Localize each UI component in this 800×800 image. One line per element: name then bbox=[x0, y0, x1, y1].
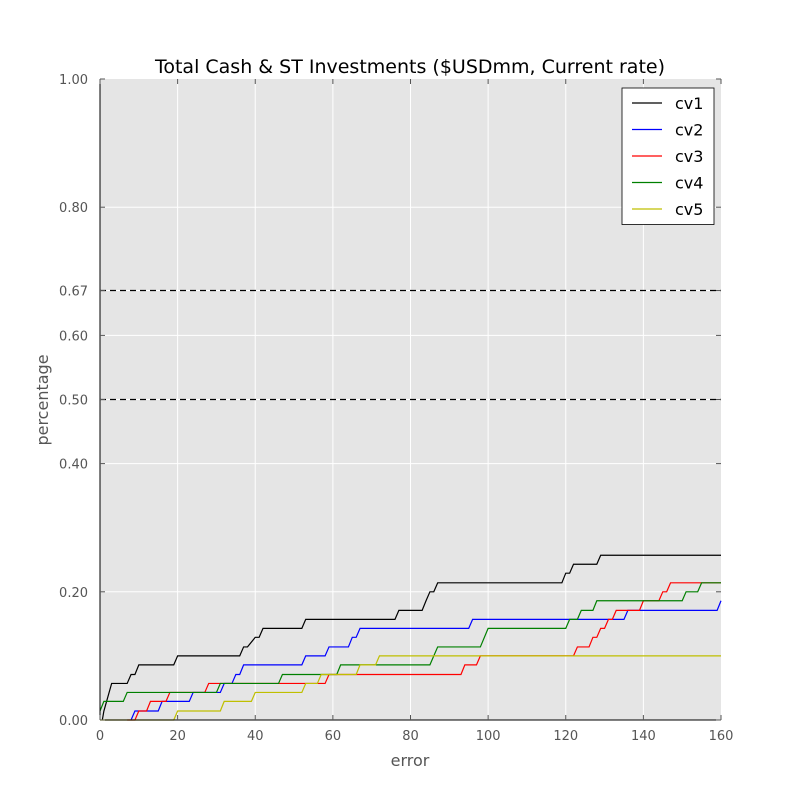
x-tick-label: 0 bbox=[96, 729, 104, 744]
x-tick-label: 40 bbox=[247, 729, 264, 744]
x-tick-label: 80 bbox=[402, 729, 419, 744]
series-line-cv5 bbox=[100, 655, 721, 721]
x-tick-label: 20 bbox=[169, 729, 186, 744]
y-tick-label: 0.60 bbox=[59, 329, 88, 344]
reference-lines bbox=[100, 289, 721, 401]
y-axis-ticks: 0.00 0.20 0.40 0.50 0.60 0.67 0.80 1.00 bbox=[59, 73, 721, 729]
y-tick-label: 0.50 bbox=[59, 394, 88, 409]
legend-label-cv2: cv2 bbox=[675, 121, 703, 140]
x-axis-label: error bbox=[391, 751, 430, 770]
x-tick-label: 120 bbox=[553, 729, 578, 744]
chart-title: Total Cash & ST Investments ($USDmm, Cur… bbox=[154, 56, 665, 78]
series-lines bbox=[99, 554, 722, 721]
series-line-cv4 bbox=[99, 582, 721, 712]
x-tick-label: 100 bbox=[476, 729, 501, 744]
x-tick-label: 60 bbox=[325, 729, 342, 744]
legend-label-cv1: cv1 bbox=[675, 94, 703, 113]
y-tick-label: 0.40 bbox=[59, 458, 88, 473]
legend-label-cv4: cv4 bbox=[675, 174, 703, 193]
y-axis-label: percentage bbox=[33, 354, 52, 445]
x-tick-label: 160 bbox=[709, 729, 734, 744]
legend: cv1 cv2 cv3 cv4 cv5 bbox=[621, 87, 715, 225]
series-line-cv3 bbox=[127, 582, 721, 721]
x-axis-ticks: 0 20 40 60 80 100 120 140 160 bbox=[96, 79, 734, 744]
y-tick-label: 0.00 bbox=[59, 714, 88, 729]
y-tick-label: 1.00 bbox=[59, 73, 88, 88]
x-tick-label: 140 bbox=[631, 729, 656, 744]
legend-label-cv5: cv5 bbox=[675, 200, 703, 219]
series-line-cv2 bbox=[130, 600, 722, 721]
y-tick-label: 0.80 bbox=[59, 201, 88, 216]
legend-label-cv3: cv3 bbox=[675, 147, 703, 166]
y-tick-label: 0.20 bbox=[59, 586, 88, 601]
y-tick-label: 0.67 bbox=[59, 285, 88, 300]
series-line-cv1 bbox=[101, 554, 721, 721]
